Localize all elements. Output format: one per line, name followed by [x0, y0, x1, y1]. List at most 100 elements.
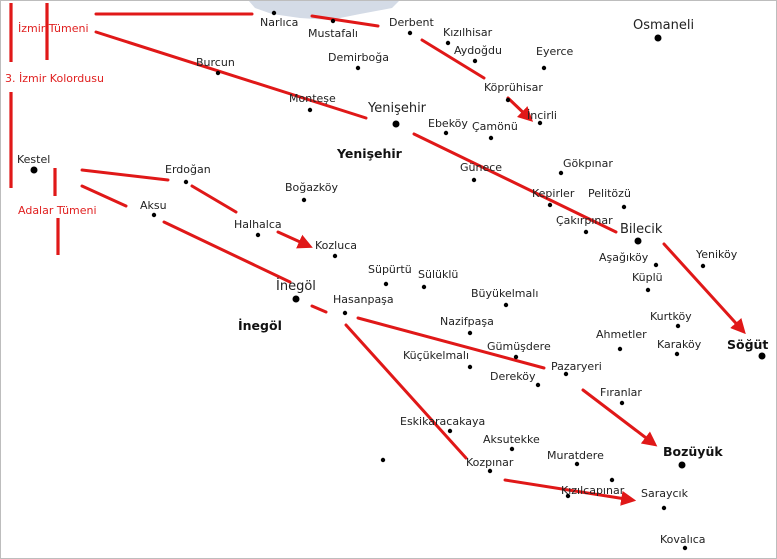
- advance-arrow: [190, 184, 238, 214]
- town-dot: [487, 468, 493, 474]
- town-dot: [537, 120, 543, 126]
- town-dot: [467, 330, 473, 336]
- town-label: Aydoğdu: [454, 44, 502, 57]
- town-dot: [342, 310, 348, 316]
- town-label: Dereköy: [490, 370, 536, 383]
- town-dot: [541, 65, 547, 71]
- town-label: Monteşe: [289, 92, 336, 105]
- town-label: Mustafalı: [308, 27, 358, 40]
- town-dot: [355, 65, 361, 71]
- town-labels: Narlıca Mustafalı Derbent Kızılhisar Ayd…: [17, 16, 768, 546]
- town-label: Kurtköy: [650, 310, 692, 323]
- town-dot: [467, 364, 473, 370]
- town-dot: [674, 351, 680, 357]
- unit-label-izmir-kolordusu: 3. İzmir Kolordusu: [5, 72, 104, 85]
- town-label: Büyükelmalı: [471, 287, 538, 300]
- town-dot: [661, 505, 667, 511]
- town-label: Fıranlar: [600, 386, 642, 399]
- town-dot: [678, 461, 686, 469]
- advance-arrow: [503, 478, 637, 506]
- town-dot: [682, 545, 688, 551]
- town-label: Erdoğan: [165, 163, 211, 176]
- town-label: Yenişehir: [367, 101, 427, 116]
- town-label: Aksu: [140, 199, 167, 212]
- town-label: Muratdere: [547, 449, 604, 462]
- town-label: Yeniköy: [695, 248, 738, 261]
- town-dot: [380, 457, 386, 463]
- town-dot: [503, 302, 509, 308]
- advance-arrow: [310, 14, 380, 28]
- town-dot: [445, 40, 451, 46]
- town-dot: [215, 70, 221, 76]
- town-label: Ahmetler: [596, 328, 647, 341]
- town-dots: [30, 10, 766, 551]
- town-label: Bozüyük: [663, 444, 723, 459]
- town-dot: [447, 428, 453, 434]
- town-label: Süpürtü: [368, 263, 412, 276]
- town-dot: [301, 197, 307, 203]
- district-label-inegol: İnegöl: [238, 318, 282, 333]
- town-dot: [488, 135, 494, 141]
- town-dot: [558, 170, 564, 176]
- advance-arrow: [420, 38, 486, 80]
- town-dot: [443, 130, 449, 136]
- town-label: Pazaryeri: [551, 360, 602, 373]
- town-label: Aşağıköy: [599, 251, 649, 264]
- town-dot: [634, 237, 642, 245]
- advance-arrow: [506, 96, 534, 122]
- town-dot: [471, 177, 477, 183]
- town-dot: [654, 34, 662, 42]
- advance-arrow: [80, 184, 128, 208]
- town-label: Söğüt: [727, 337, 768, 352]
- town-dot: [535, 382, 541, 388]
- town-label: Derbent: [389, 16, 434, 29]
- town-label: Demirboğa: [328, 51, 389, 64]
- advance-arrows: [80, 12, 746, 506]
- town-dot: [30, 166, 38, 174]
- advance-arrow: [581, 388, 658, 447]
- town-dot: [151, 212, 157, 218]
- advance-arrow: [80, 168, 170, 182]
- town-label: Osmaneli: [633, 18, 694, 33]
- advance-arrow: [276, 230, 313, 249]
- district-label-yenisehir: Yenişehir: [336, 146, 403, 161]
- advance-arrow: [310, 304, 328, 314]
- town-label: Gökpınar: [563, 157, 613, 170]
- advance-arrow: [356, 316, 546, 370]
- town-dot: [547, 202, 553, 208]
- town-dot: [255, 232, 261, 238]
- town-dot: [675, 323, 681, 329]
- town-dot: [330, 18, 336, 24]
- town-dot: [183, 179, 189, 185]
- town-label: Kovalıca: [660, 533, 706, 546]
- town-dot: [307, 107, 313, 113]
- town-label: Ebeköy: [428, 117, 468, 130]
- town-dot: [472, 58, 478, 64]
- town-dot: [332, 253, 338, 259]
- town-dot: [621, 204, 627, 210]
- town-dot: [609, 477, 615, 483]
- advance-arrow: [344, 323, 468, 460]
- town-dot: [617, 346, 623, 352]
- town-dot: [653, 262, 659, 268]
- town-label: Pelitözü: [588, 187, 631, 200]
- town-label: Kozluca: [315, 239, 357, 252]
- town-dot: [513, 354, 519, 360]
- town-label: Eyerce: [536, 45, 574, 58]
- town-label: Eskikaracakaya: [400, 415, 485, 428]
- district-labels: Yenişehir İnegöl: [238, 146, 403, 333]
- town-dot: [292, 295, 300, 303]
- town-label: Burcun: [196, 56, 235, 69]
- town-label: Küçükelmalı: [403, 349, 469, 362]
- town-dot: [421, 284, 427, 290]
- town-label: Sülüklü: [418, 268, 458, 281]
- town-dot: [574, 461, 580, 467]
- town-label: Karaköy: [657, 338, 702, 351]
- town-label: Saraycık: [641, 487, 689, 500]
- town-dot: [565, 493, 571, 499]
- town-dot: [407, 30, 413, 36]
- town-label: Boğazköy: [285, 181, 338, 194]
- town-label: Günece: [460, 161, 502, 174]
- advance-arrow: [412, 132, 618, 234]
